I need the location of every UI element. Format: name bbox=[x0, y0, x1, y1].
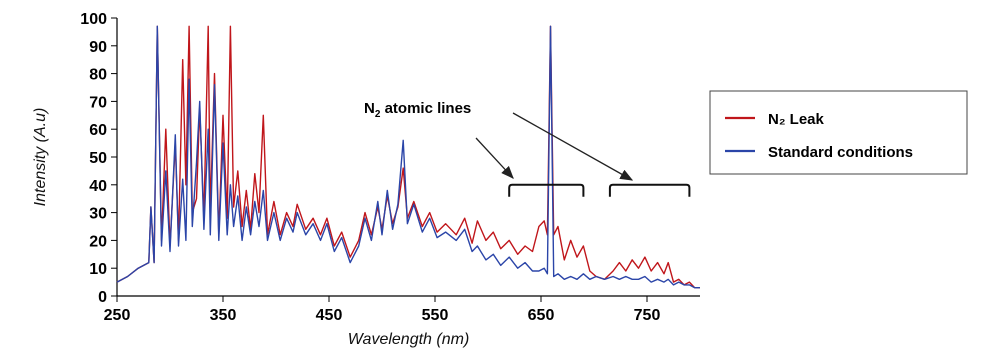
annotation-bracket bbox=[608, 183, 691, 197]
legend-label-standard: Standard conditions bbox=[768, 144, 913, 161]
x-tick-label: 550 bbox=[422, 307, 449, 324]
legend-label-n2-leak: N₂ Leak bbox=[768, 111, 825, 128]
annotation-n2-atomic-lines: N2 atomic lines bbox=[364, 100, 691, 197]
series-line-standard-conditions bbox=[116, 25, 700, 289]
plot-area: 0 10 20 30 40 50 60 70 80 90 100 250 350 450 550 650 75… bbox=[80, 11, 700, 324]
annotation-label: N2 atomic lines bbox=[364, 100, 471, 120]
annotation-brackets bbox=[508, 183, 691, 197]
annotation-bracket bbox=[508, 183, 585, 197]
legend: N₂ Leak Standard conditions bbox=[709, 90, 968, 175]
y-tick-label: 70 bbox=[89, 94, 107, 111]
annotation-label-rest: atomic lines bbox=[380, 100, 471, 117]
x-tick-label: 250 bbox=[104, 307, 131, 324]
x-tick-label: 450 bbox=[316, 307, 343, 324]
y-tick-label: 30 bbox=[89, 206, 107, 223]
annotation-arrow-1 bbox=[475, 137, 514, 179]
y-tick-label: 90 bbox=[89, 39, 107, 56]
legend-box bbox=[709, 90, 968, 175]
y-tick-label: 60 bbox=[89, 122, 107, 139]
y-tick-label: 80 bbox=[89, 67, 107, 84]
y-tick-label: 100 bbox=[80, 11, 107, 28]
x-tick-label: 350 bbox=[210, 307, 237, 324]
y-axis-title: Intensity (A.u) bbox=[32, 108, 49, 207]
series-line-n2-leak bbox=[116, 25, 700, 289]
y-tick-label: 20 bbox=[89, 233, 107, 250]
x-tick-label: 750 bbox=[634, 307, 661, 324]
x-tick-label: 650 bbox=[528, 307, 555, 324]
x-axis-title: Wavelength (nm) bbox=[348, 331, 470, 348]
annotation-label-subscript: 2 bbox=[375, 109, 381, 120]
annotation-label-n: N bbox=[364, 100, 375, 117]
series-lines bbox=[116, 25, 700, 289]
y-tick-label: 0 bbox=[98, 289, 107, 306]
y-axis-ticks: 0 10 20 30 40 50 60 70 80 90 100 bbox=[80, 11, 117, 306]
annotation-arrow-2 bbox=[512, 112, 634, 181]
y-tick-label: 10 bbox=[89, 261, 107, 278]
y-tick-label: 50 bbox=[89, 150, 107, 167]
x-axis-ticks: 250 350 450 550 650 750 bbox=[104, 296, 661, 324]
y-tick-label: 40 bbox=[89, 178, 107, 195]
